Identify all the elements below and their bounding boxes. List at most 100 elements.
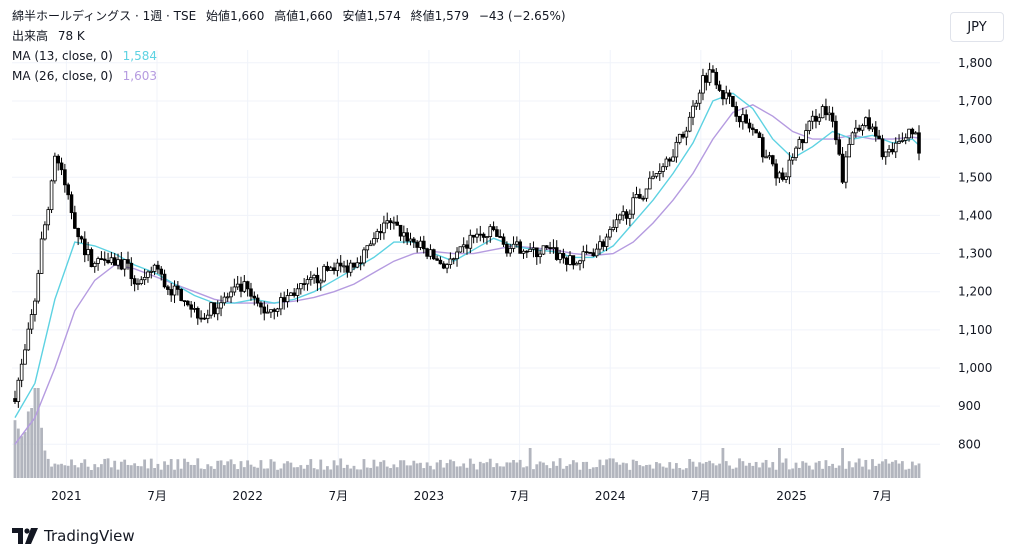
volume-bar bbox=[422, 468, 426, 478]
candle-body bbox=[591, 252, 596, 257]
candle-body bbox=[19, 363, 24, 381]
candle-body bbox=[312, 274, 316, 279]
volume-bar bbox=[156, 463, 160, 478]
volume-bar bbox=[598, 459, 602, 478]
candle-body bbox=[488, 226, 493, 237]
candle-body bbox=[671, 156, 675, 162]
ma26-row[interactable]: MA (26, close, 0) 1,603 bbox=[12, 66, 566, 86]
open-label: 始値 bbox=[206, 9, 231, 23]
candle-body bbox=[358, 262, 363, 265]
candle-body bbox=[225, 296, 230, 299]
volume-bar bbox=[289, 462, 293, 478]
candle-body bbox=[770, 155, 775, 165]
candle-body bbox=[657, 170, 662, 174]
volume-bar bbox=[169, 459, 173, 478]
candle-body bbox=[674, 141, 679, 158]
candle-body bbox=[109, 257, 114, 264]
x-tick-label: 7月 bbox=[691, 489, 711, 503]
volume-bar bbox=[402, 460, 406, 478]
volume-bar bbox=[66, 465, 70, 478]
volume-bar bbox=[605, 459, 608, 478]
volume-bar bbox=[542, 462, 545, 478]
currency-button[interactable]: JPY bbox=[950, 12, 1004, 42]
candle-body bbox=[790, 157, 795, 161]
volume-bar bbox=[153, 468, 156, 478]
candlesticks bbox=[13, 62, 921, 408]
volume-bar bbox=[478, 461, 482, 478]
volume-bar bbox=[661, 466, 665, 478]
candle-body bbox=[378, 231, 383, 234]
candle-body bbox=[182, 300, 187, 303]
candle-body bbox=[372, 238, 376, 245]
volume-bar bbox=[83, 459, 87, 478]
volume-bar bbox=[917, 463, 921, 478]
volume-bar bbox=[445, 463, 449, 478]
tradingview-brand[interactable]: TradingView bbox=[12, 527, 135, 545]
candle-body bbox=[66, 184, 70, 196]
candle-body bbox=[594, 248, 599, 257]
candle-body bbox=[598, 241, 602, 250]
volume-bar bbox=[382, 460, 386, 478]
volume-bar bbox=[176, 459, 180, 478]
volume-bar bbox=[864, 459, 868, 478]
y-tick-label: 1,400 bbox=[958, 208, 992, 222]
volume-bar bbox=[525, 466, 529, 478]
volume-bar bbox=[851, 467, 854, 478]
volume-bar bbox=[442, 467, 446, 478]
ma13-row[interactable]: MA (13, close, 0) 1,584 bbox=[12, 46, 566, 66]
candle-body bbox=[186, 300, 190, 306]
candle-body bbox=[408, 238, 413, 242]
candle-body bbox=[428, 249, 433, 257]
candle-body bbox=[142, 277, 147, 281]
volume-bars bbox=[13, 388, 921, 478]
candle-body bbox=[624, 211, 629, 219]
candle-body bbox=[714, 71, 719, 86]
candle-body bbox=[202, 317, 207, 320]
volume-bar bbox=[106, 458, 110, 478]
volume-bar bbox=[708, 460, 712, 478]
candle-body bbox=[179, 288, 183, 302]
volume-bar bbox=[475, 469, 479, 478]
volume-bar bbox=[232, 464, 236, 478]
volume-bar bbox=[768, 467, 771, 478]
volume-bar bbox=[203, 469, 206, 478]
volume-bar bbox=[123, 459, 127, 478]
candle-body bbox=[43, 224, 47, 240]
volume-bar bbox=[472, 463, 476, 478]
volume-bar bbox=[279, 468, 283, 478]
candle-body bbox=[222, 296, 227, 304]
volume-bar bbox=[515, 462, 519, 478]
volume-bar bbox=[744, 465, 748, 478]
y-tick-label: 1,100 bbox=[958, 323, 992, 337]
volume-bar bbox=[758, 467, 761, 478]
y-tick-label: 1,200 bbox=[958, 285, 992, 299]
high-label: 高値 bbox=[274, 9, 299, 23]
candle-body bbox=[844, 156, 848, 183]
candle-body bbox=[608, 229, 612, 238]
candle-body bbox=[578, 260, 582, 264]
volume-bar bbox=[369, 467, 373, 478]
candle-body bbox=[156, 264, 160, 270]
candle-body bbox=[338, 262, 343, 267]
candle-body bbox=[548, 247, 552, 249]
volume-bar bbox=[206, 464, 210, 478]
volume-bar bbox=[316, 469, 319, 478]
volume-bar bbox=[56, 464, 60, 478]
volume-bar bbox=[861, 466, 864, 478]
candle-body bbox=[564, 257, 569, 265]
candle-body bbox=[39, 238, 44, 274]
candle-body bbox=[611, 226, 616, 231]
volume-bar bbox=[296, 467, 299, 478]
volume-bar bbox=[219, 460, 223, 478]
candle-body bbox=[425, 248, 429, 257]
volume-bar bbox=[276, 469, 279, 478]
volume-bar bbox=[209, 466, 213, 478]
volume-bar bbox=[332, 460, 336, 478]
volume-bar bbox=[173, 469, 176, 478]
candle-body bbox=[262, 306, 267, 314]
candle-body bbox=[438, 259, 443, 265]
volume-bar bbox=[143, 459, 147, 478]
volume-bar bbox=[312, 468, 316, 478]
volume-bar bbox=[528, 448, 532, 478]
